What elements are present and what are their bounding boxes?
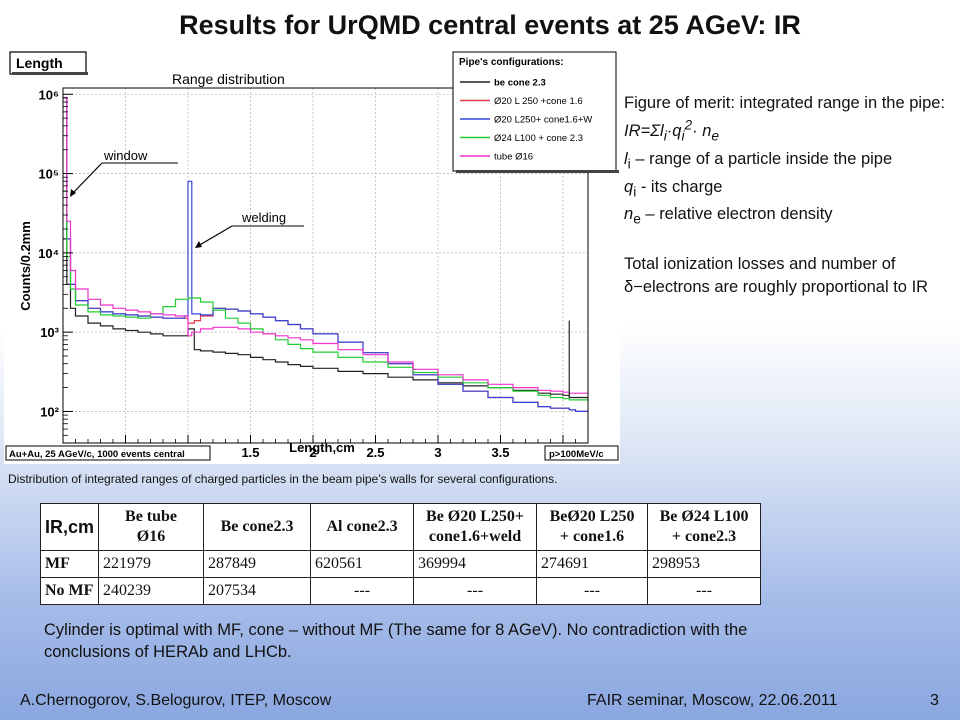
legend-title: Pipe's configurations:: [459, 57, 564, 68]
info-right-box: [544, 445, 619, 461]
merit-definition: Figure of merit: integrated range in the…: [624, 92, 960, 148]
x-tick-label: 3.5: [491, 445, 509, 460]
range-histogram: 00.511.522.533.5410²10³10⁴10⁵10⁶ Length …: [4, 46, 620, 464]
y-tick-label: 10³: [40, 325, 59, 340]
table-cell: 620561: [310, 550, 415, 578]
table-cell: 240239: [98, 577, 205, 605]
legend-entry: tube Ø16: [494, 152, 533, 163]
table-row: No MF 240239 207534 --- --- --- ---: [39, 577, 762, 605]
merit-intro: Figure of merit: integrated range in the…: [624, 94, 946, 112]
annotation-window-arrow: [71, 162, 103, 195]
x-tick-label: 3: [434, 445, 441, 460]
slide-title: Results for UrQMD central events at 25 A…: [179, 10, 801, 40]
y-tick-label: 10⁵: [38, 167, 59, 182]
x-tick-label: 1.5: [241, 445, 259, 460]
info-right: p>100MeV/c: [549, 449, 604, 460]
page-number: 3: [930, 692, 939, 709]
table-header: Al cone2.3: [310, 503, 415, 551]
table-cell: 287849: [203, 550, 312, 578]
table-cell: ---: [536, 577, 649, 605]
legend-entry: Ø20 L250+ cone1.6+W: [494, 115, 592, 126]
row-label: MF: [39, 550, 100, 578]
table-cell: 298953: [647, 550, 762, 578]
legend-shadow: [456, 170, 619, 173]
row-label: No MF: [39, 577, 100, 605]
x-axis-label: Length,cm: [289, 440, 355, 455]
table-header: Be Ø24 L100 + cone2.3: [647, 503, 762, 551]
table-header: BeØ20 L250 + cone1.6: [536, 503, 649, 551]
annotation-welding-label: welding: [241, 210, 286, 225]
annotation-welding-arrowhead: [195, 241, 202, 248]
series-line-4: [63, 190, 588, 401]
x-tick-label: 2: [309, 445, 316, 460]
chart-title-shadow: [12, 72, 88, 75]
series-line-3: [63, 97, 588, 412]
info-left-box: [5, 445, 211, 461]
series-layer: [63, 97, 588, 412]
table-header: Be cone2.3: [203, 503, 312, 551]
annotation-welding-arrow: [197, 225, 233, 247]
conclusion-text: Cylinder is optimal with MF, cone – with…: [44, 621, 748, 661]
figure-caption: Distribution of integrated ranges of cha…: [8, 472, 558, 486]
series-line-5: [63, 97, 588, 394]
merit-density-def: ne – relative electron density: [624, 205, 833, 227]
table-header-row: IR,cm Be tube Ø16 Be cone2.3 Al cone2.3 …: [39, 503, 762, 551]
table-header: Be Ø20 L250+ cone1.6+weld: [413, 503, 538, 551]
legend-entry: Ø24 L100 + cone 2.3: [494, 133, 583, 144]
annotation-welding: welding: [195, 210, 304, 248]
table-cell: 221979: [98, 550, 205, 578]
legend: Pipe's configurations: be cone 2.3 Ø20 L …: [452, 51, 619, 173]
chart-subtitle: Range distribution: [172, 71, 285, 87]
table-cell: 369994: [413, 550, 538, 578]
y-tick-label: 10²: [40, 404, 59, 419]
annotation-window-arrowhead: [70, 189, 76, 197]
chart-title: Length: [16, 55, 63, 71]
legend-entry: Ø20 L 250 +cone 1.6: [494, 96, 583, 107]
annotation-window: window: [70, 148, 178, 197]
merit-range-def: li – range of a particle inside the pipe: [624, 149, 893, 172]
table-cell: 207534: [203, 577, 312, 605]
table-corner: IR,cm: [39, 503, 100, 551]
info-left: Au+Au, 25 AGeV/c, 1000 events central: [9, 449, 185, 460]
ir-table: IR,cm Be tube Ø16 Be cone2.3 Al cone2.3 …: [39, 503, 762, 605]
y-tick-label: 10⁶: [39, 87, 59, 102]
table-cell: 274691: [536, 550, 649, 578]
table-cell: ---: [310, 577, 415, 605]
y-tick-label: 10⁴: [38, 246, 59, 261]
delta-symbol: δ−: [624, 277, 643, 296]
figure-of-merit-text: Figure of merit: integrated range in the…: [624, 92, 960, 298]
footer-event: FAIR seminar, Moscow, 22.06.2011: [587, 692, 838, 709]
table-cell: ---: [647, 577, 762, 605]
table-cell: ---: [413, 577, 538, 605]
table-row: MF 221979 287849 620561 369994 274691 29…: [39, 550, 762, 578]
x-tick-label: 2.5: [366, 445, 384, 460]
legend-entry: be cone 2.3: [494, 78, 546, 89]
chart-canvas: 00.511.522.533.5410²10³10⁴10⁵10⁶ Length …: [4, 46, 620, 464]
annotation-window-label: window: [103, 148, 148, 163]
merit-ionization-note: Total ionization losses and number of δ−…: [624, 255, 929, 296]
footer-authors: A.Chernogorov, S.Belogurov, ITEP, Moscow: [20, 692, 332, 709]
merit-charge-def: qi - its charge: [624, 177, 723, 199]
legend-box: [452, 51, 617, 172]
y-axis-label: Counts/0.2mm: [18, 221, 33, 311]
table-header: Be tube Ø16: [98, 503, 205, 551]
merit-formula: IR=Σli·qi2· ne: [624, 117, 720, 144]
